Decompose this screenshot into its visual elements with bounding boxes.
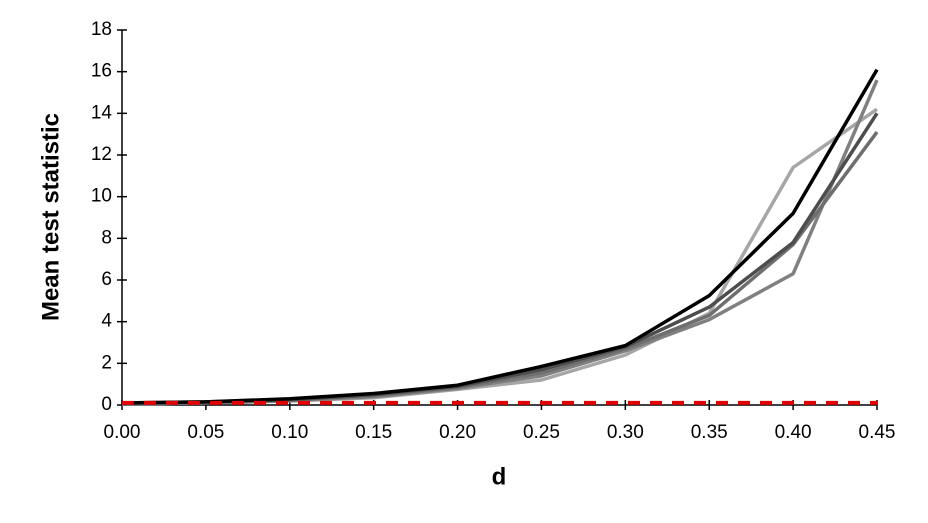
series-line — [121, 112, 879, 405]
x-tick-label: 0.40 — [775, 422, 812, 443]
x-tick-label: 0.25 — [523, 422, 560, 443]
x-tick-label: 0.15 — [355, 422, 392, 443]
y-tick-label: 6 — [101, 269, 112, 290]
x-tick-label: 0.45 — [859, 422, 896, 443]
y-tick-label: 18 — [91, 19, 112, 40]
x-tick-label: 0.35 — [691, 422, 728, 443]
y-tick-label: 16 — [91, 61, 112, 82]
x-tick-label: 0.30 — [607, 422, 644, 443]
y-tick-label: 8 — [101, 227, 112, 248]
y-tick-label: 0 — [101, 394, 112, 415]
y-axis-title: Mean test statistic — [37, 113, 64, 321]
y-tick-label: 14 — [91, 102, 113, 123]
x-tick-label: 0.10 — [271, 422, 308, 443]
y-tick-label: 10 — [91, 186, 112, 207]
x-tick-label: 0.00 — [104, 422, 141, 443]
y-tick-label: 12 — [91, 144, 112, 165]
x-axis-title: d — [492, 463, 507, 490]
series-line — [121, 68, 879, 405]
y-tick-label: 2 — [101, 352, 112, 373]
x-tick-label: 0.05 — [187, 422, 224, 443]
y-tick-label: 4 — [101, 311, 112, 332]
series-line — [121, 107, 878, 406]
series-line — [121, 131, 879, 406]
x-tick-label: 0.20 — [439, 422, 476, 443]
